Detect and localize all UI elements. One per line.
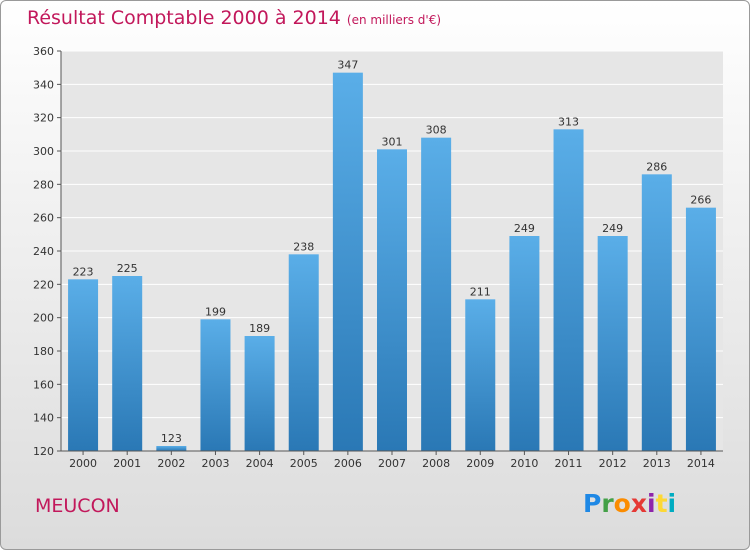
logo-letter: x (630, 489, 647, 518)
x-tick-label: 2005 (290, 457, 318, 470)
chart-subtitle: (en milliers d'€) (346, 13, 442, 27)
y-tick-label: 160 (33, 378, 54, 391)
chart-title-text: Résultat Comptable 2000 à 2014 (27, 7, 341, 29)
logo-letter: r (601, 489, 614, 518)
bar (332, 72, 363, 452)
y-tick-label: 240 (33, 245, 54, 258)
bar (156, 446, 187, 451)
bar (641, 174, 672, 452)
data-label: 249 (514, 222, 535, 235)
y-tick-label: 280 (33, 178, 54, 191)
x-tick-label: 2014 (687, 457, 715, 470)
bar (597, 236, 628, 451)
data-label: 225 (117, 262, 138, 275)
data-label: 199 (205, 305, 226, 318)
bar (465, 299, 496, 451)
data-label: 347 (337, 59, 358, 72)
y-tick-label: 340 (33, 78, 54, 91)
x-tick-label: 2012 (599, 457, 627, 470)
data-label: 308 (426, 124, 447, 137)
y-tick-label: 360 (33, 45, 54, 58)
chart-title: Résultat Comptable 2000 à 2014 (en millie… (27, 7, 441, 29)
x-tick-label: 2006 (334, 457, 362, 470)
data-label: 238 (293, 240, 314, 253)
bar (685, 207, 716, 451)
y-tick-label: 220 (33, 278, 54, 291)
logo-letter: i (647, 489, 656, 518)
logo-letter: i (667, 489, 677, 518)
proxiti-logo: Proxiti (583, 489, 676, 518)
y-tick-label: 180 (33, 345, 54, 358)
logo-letter: t (655, 489, 668, 518)
bar (288, 254, 319, 451)
data-label: 223 (73, 265, 94, 278)
bar (377, 149, 407, 452)
bar (509, 236, 540, 451)
x-tick-label: 2003 (201, 457, 229, 470)
data-label: 249 (602, 222, 623, 235)
commune-name: MEUCON (35, 495, 120, 517)
y-tick-label: 140 (33, 412, 54, 425)
data-label: 266 (690, 194, 711, 207)
bar (421, 137, 452, 451)
x-tick-label: 2008 (422, 457, 450, 470)
x-tick-label: 2009 (466, 457, 494, 470)
data-label: 189 (249, 322, 270, 335)
logo-letter: P (583, 489, 602, 518)
x-tick-label: 2013 (643, 457, 671, 470)
data-label: 123 (161, 432, 182, 445)
bar (200, 319, 231, 451)
y-tick-label: 300 (33, 145, 54, 158)
x-tick-label: 2002 (157, 457, 185, 470)
data-label: 301 (382, 135, 403, 148)
bar (553, 129, 584, 452)
logo-letter: o (613, 489, 631, 518)
data-label: 211 (470, 285, 491, 298)
x-tick-label: 2004 (246, 457, 274, 470)
y-tick-label: 260 (33, 212, 54, 225)
data-label: 286 (646, 160, 667, 173)
x-tick-label: 2010 (510, 457, 538, 470)
x-tick-label: 2001 (113, 457, 141, 470)
x-tick-label: 2011 (555, 457, 583, 470)
x-tick-label: 2000 (69, 457, 97, 470)
bar (244, 336, 275, 451)
bar (112, 276, 143, 451)
y-tick-label: 120 (33, 445, 54, 458)
y-tick-label: 200 (33, 312, 54, 325)
data-label: 313 (558, 115, 579, 128)
y-tick-label: 320 (33, 112, 54, 125)
x-tick-label: 2007 (378, 457, 406, 470)
bar (68, 279, 99, 451)
